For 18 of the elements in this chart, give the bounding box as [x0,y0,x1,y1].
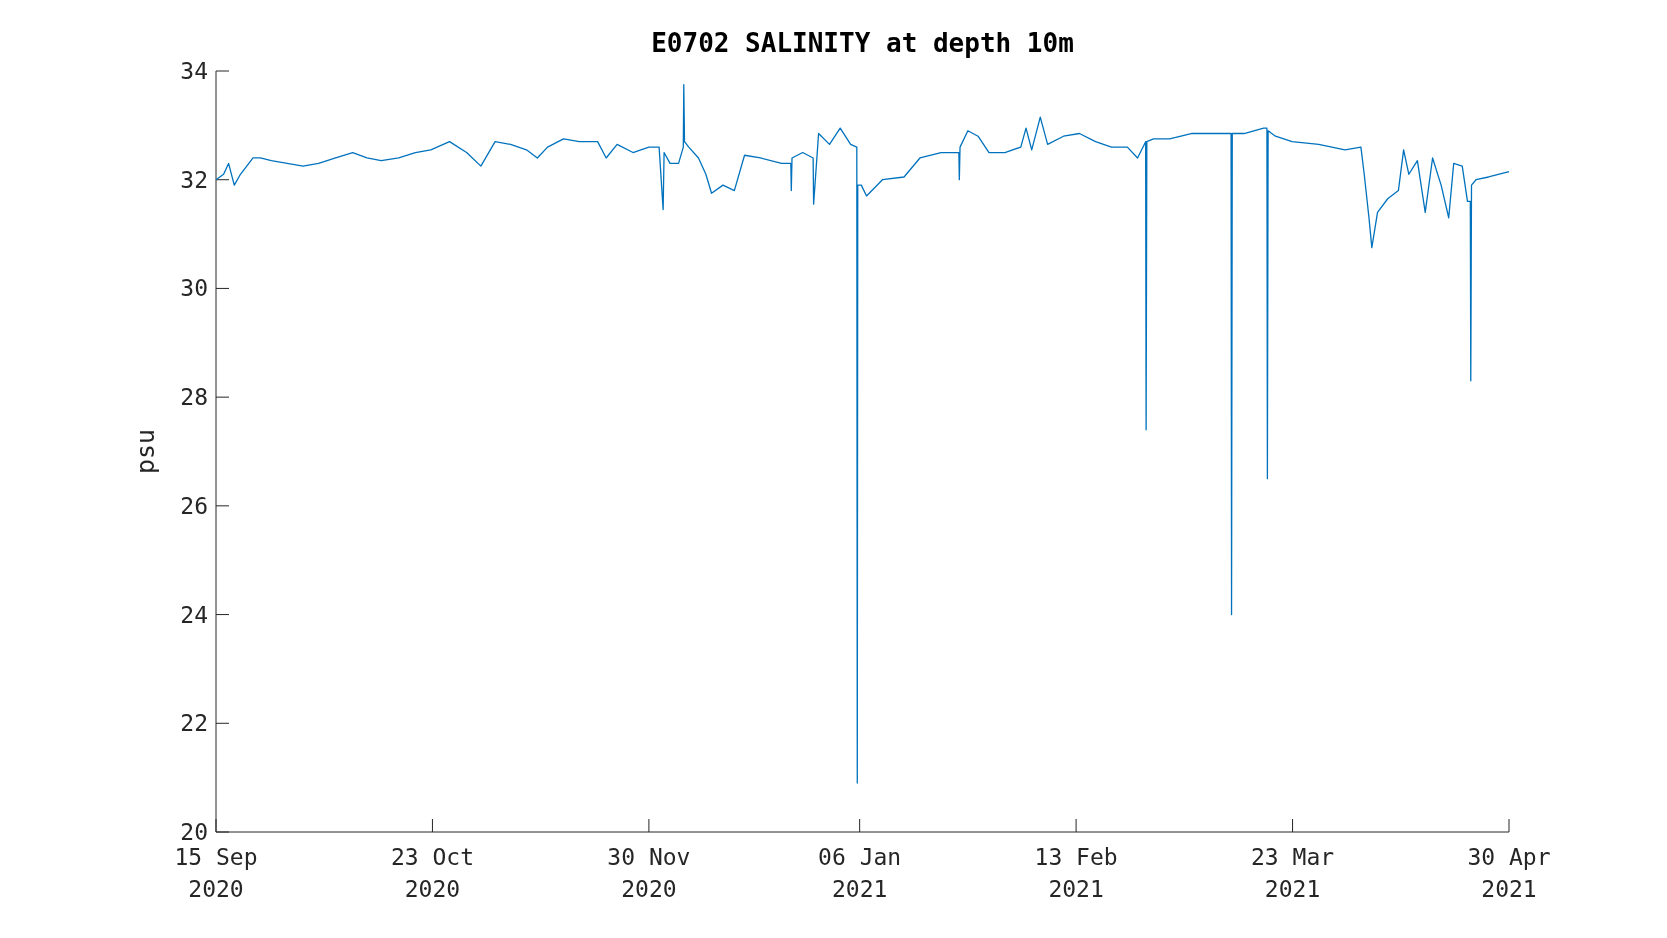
x-tick-label: 23 Mar 2021 [1251,844,1335,902]
y-tick-label: 24 [180,601,208,628]
y-tick-label: 22 [180,710,208,737]
y-tick-label: 34 [180,58,208,85]
y-tick-label: 20 [180,819,208,846]
x-tick-label: 15 Sep 2020 [174,844,258,902]
x-tick-label: 30 Apr 2021 [1467,844,1551,902]
x-tick-label: 30 Nov 2020 [607,844,691,902]
line-series [215,83,1510,784]
y-tick-label: 32 [180,166,208,193]
y-axis-title: psu [131,428,160,475]
y-tick-label: 28 [180,384,208,411]
x-tick-label: 06 Jan 2021 [818,844,902,902]
y-tick-label: 30 [180,275,208,302]
x-tick-label: 13 Feb 2021 [1034,844,1118,902]
x-tick-label: 23 Oct 2020 [390,844,474,902]
y-tick-label: 26 [180,492,208,519]
chart-title: E0702 SALINITY at depth 10m [651,28,1074,58]
